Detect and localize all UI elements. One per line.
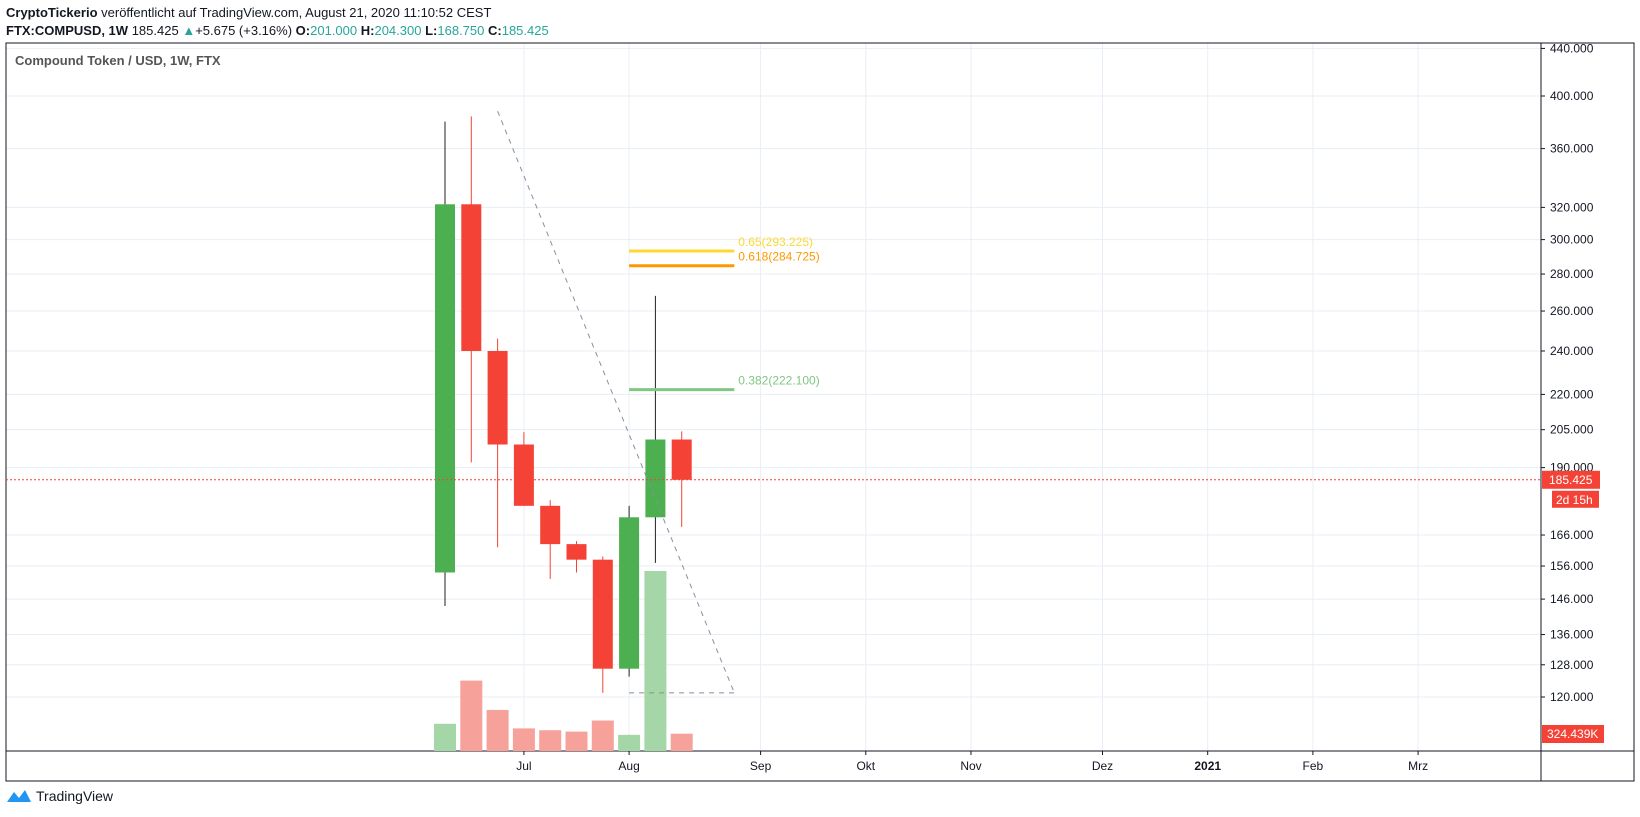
candle-down[interactable] <box>566 544 587 560</box>
y-tick-label: 280.000 <box>1550 267 1594 281</box>
y-tick-label: 166.000 <box>1550 528 1594 542</box>
volume-bar <box>644 571 667 751</box>
volume-bar <box>565 731 588 751</box>
volume-bar <box>460 680 483 751</box>
trendline[interactable] <box>497 111 735 694</box>
y-tick-label: 440.000 <box>1550 41 1594 55</box>
footer-brand[interactable]: TradingView <box>36 788 114 804</box>
candle-down[interactable] <box>487 350 508 445</box>
time-axis[interactable]: Jul Aug Sep Okt Nov Dez 2021 Feb Mrz <box>516 751 1428 773</box>
last-price-tag <box>1542 470 1600 489</box>
volume-bars <box>434 571 693 751</box>
countdown-tag <box>1552 490 1599 508</box>
y-tick-label: 220.000 <box>1550 387 1594 401</box>
y-tick-label: 400.000 <box>1550 89 1594 103</box>
y-tick-label: 240.000 <box>1550 344 1594 358</box>
symbol-label[interactable]: FTX:COMPUSD, 1W <box>6 23 129 38</box>
y-tick-label: 260.000 <box>1550 304 1594 318</box>
published-text: veröffentlicht auf TradingView.com, Augu… <box>101 5 492 20</box>
x-tick-label: Jul <box>516 759 531 773</box>
close-value: 185.425 <box>501 23 549 38</box>
x-tick-label: Nov <box>960 759 981 773</box>
fib-level-label: 0.382(222.100) <box>738 374 819 388</box>
candles <box>435 116 692 693</box>
volume-tag <box>1542 725 1604 743</box>
close-label: C: <box>488 23 502 38</box>
tradingview-logo-icon[interactable] <box>6 788 32 804</box>
last-price-tag-label: 185.425 <box>1549 473 1593 487</box>
publisher-name[interactable]: CryptoTickerio <box>6 5 98 20</box>
candle-down[interactable] <box>513 444 534 506</box>
y-tick-label: 205.000 <box>1550 423 1594 437</box>
last-price: 185.425 <box>131 23 179 38</box>
volume-bar <box>539 730 562 751</box>
open-value: 201.000 <box>310 23 358 38</box>
volume-bar <box>591 720 614 751</box>
price-axis[interactable]: 120.000 128.000 136.000 146.000 156.000 166.0… <box>1541 41 1604 743</box>
change-arrow-icon: ▲ <box>182 23 196 38</box>
x-tick-label: Dez <box>1092 759 1113 773</box>
grid <box>6 43 1541 751</box>
high-label: H: <box>360 23 375 38</box>
low-value: 168.750 <box>437 23 485 38</box>
high-value: 204.300 <box>374 23 422 38</box>
volume-bar <box>512 728 535 751</box>
chart-title: Compound Token / USD, 1W, FTX <box>15 53 221 68</box>
candle-down[interactable] <box>592 559 613 669</box>
y-tick-label: 136.000 <box>1550 628 1594 642</box>
drawings: 0.65(293.225)0.618(284.725) 0.382(222.100… <box>6 111 1541 694</box>
fib-level-label: 0.65(293.225) <box>738 235 813 249</box>
candle-down[interactable] <box>461 204 482 351</box>
volume-bar <box>486 709 509 751</box>
chart-frame <box>5 42 1635 782</box>
y-tick-label: 120.000 <box>1550 690 1594 704</box>
volume-bar <box>434 723 456 751</box>
candle-down[interactable] <box>671 439 692 480</box>
x-tick-label: Feb <box>1303 759 1324 773</box>
low-label: L: <box>425 23 438 38</box>
x-tick-label: 2021 <box>1194 759 1221 773</box>
y-tick-label: 320.000 <box>1550 200 1594 214</box>
candle-up[interactable] <box>645 439 666 518</box>
open-label: O: <box>295 23 311 38</box>
volume-tag-label: 324.439K <box>1547 727 1598 741</box>
candle-up[interactable] <box>435 204 455 573</box>
y-tick-label: 360.000 <box>1550 142 1594 156</box>
y-tick-label: 146.000 <box>1550 592 1594 606</box>
candle-up[interactable] <box>619 517 640 669</box>
y-tick-label: 300.000 <box>1550 233 1594 247</box>
change-value: +5.675 (+3.16%) <box>195 23 293 38</box>
x-tick-label: Mrz <box>1408 759 1428 773</box>
volume-bar <box>618 734 641 751</box>
x-tick-label: Okt <box>856 759 875 773</box>
y-tick-label: 128.000 <box>1550 658 1594 672</box>
volume-bar <box>670 733 693 751</box>
x-tick-label: Sep <box>750 759 772 773</box>
x-tick-label: Aug <box>618 759 639 773</box>
fib-level-label: 0.618(284.725) <box>738 250 819 264</box>
candle-down[interactable] <box>540 505 561 545</box>
footer: TradingView <box>6 788 113 804</box>
countdown-label: 2d 15h <box>1556 493 1593 507</box>
y-tick-label: 156.000 <box>1550 559 1594 573</box>
chart-header: CryptoTickerio veröffentlicht auf Tradin… <box>6 4 549 40</box>
